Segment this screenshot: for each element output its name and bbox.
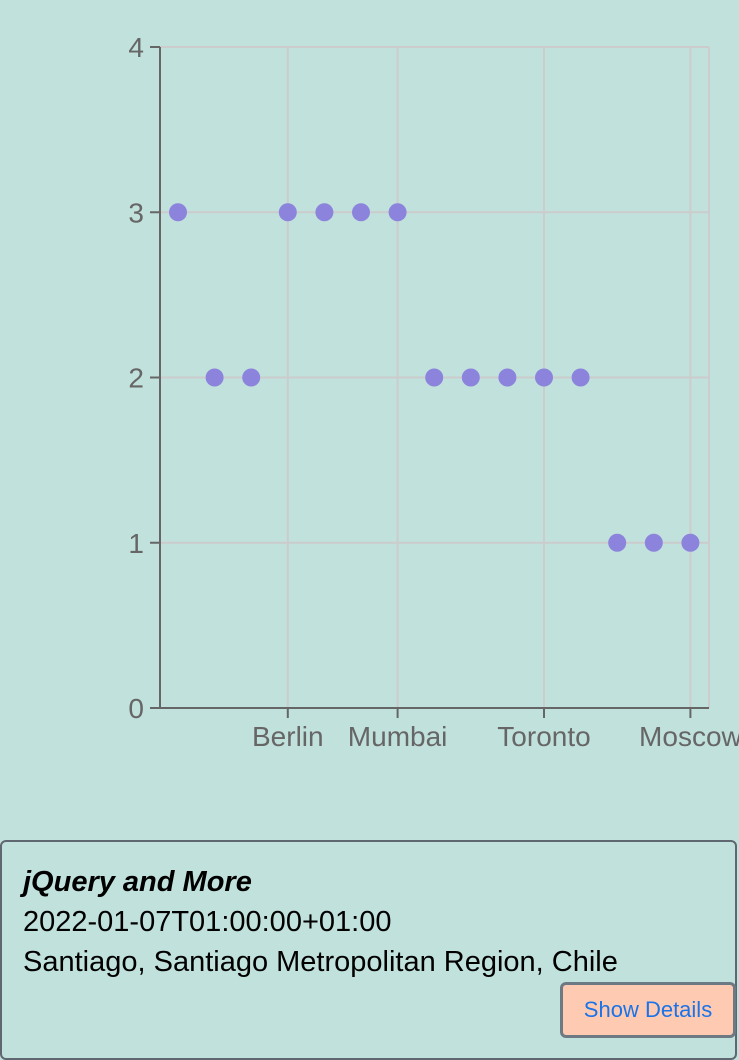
- data-point: [681, 533, 700, 552]
- data-point: [608, 533, 627, 552]
- data-point: [571, 368, 590, 387]
- x-tick-label-moscow: Moscow: [639, 721, 739, 752]
- x-axis-ticks: Berlin Mumbai Toronto Moscow: [252, 708, 739, 752]
- data-point: [315, 203, 334, 222]
- event-card: jQuery and More 2022-01-07T01:00:00+01:0…: [0, 840, 737, 1060]
- y-tick-label: 3: [128, 197, 144, 228]
- scatter-chart: 0 1 2 3 4 Berlin Mumbai Toronto Moscow: [128, 32, 739, 752]
- data-point: [425, 368, 444, 387]
- y-tick-label: 0: [128, 693, 144, 724]
- data-points: [169, 203, 700, 552]
- event-title: jQuery and More: [23, 866, 252, 898]
- data-point: [535, 368, 553, 387]
- data-point: [242, 368, 261, 387]
- data-point: [644, 533, 663, 552]
- y-axis-ticks: 0 1 2 3 4: [128, 32, 160, 724]
- x-tick-label-berlin: Berlin: [252, 721, 324, 752]
- y-tick-label: 4: [128, 32, 144, 63]
- data-point: [169, 203, 187, 222]
- show-details-button[interactable]: Show Details: [560, 982, 736, 1038]
- event-location: Santiago, Santiago Metropolitan Region, …: [23, 946, 618, 978]
- data-point: [461, 368, 480, 387]
- data-point: [205, 368, 224, 387]
- data-point: [352, 203, 370, 222]
- data-point: [498, 368, 517, 387]
- event-datetime: 2022-01-07T01:00:00+01:00: [23, 906, 392, 938]
- y-tick-label: 2: [128, 363, 144, 394]
- x-tick-label-toronto: Toronto: [497, 721, 590, 752]
- data-point: [278, 203, 297, 222]
- x-tick-label-mumbai: Mumbai: [348, 721, 448, 752]
- data-point: [388, 203, 407, 222]
- y-tick-label: 1: [128, 528, 144, 559]
